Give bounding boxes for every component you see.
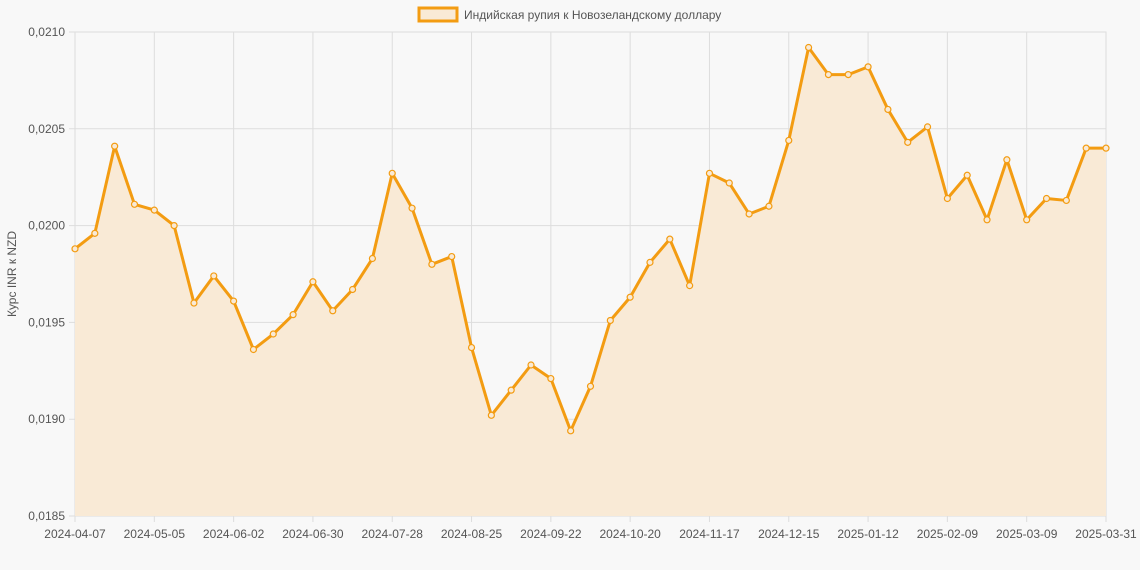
data-point [329, 307, 337, 315]
data-point [190, 299, 198, 307]
y-tick-label: 0,0210 [28, 25, 65, 39]
data-point [111, 142, 119, 150]
data-point [91, 229, 99, 237]
data-point [606, 316, 614, 325]
data-point [1042, 194, 1051, 203]
legend[interactable]: Индийская рупия к Новозеландскому доллар… [417, 6, 721, 23]
x-tick-label: 2024-08-25 [441, 527, 503, 541]
data-point [705, 169, 714, 177]
x-tick-label: 2025-02-09 [917, 527, 979, 541]
legend-swatch [417, 6, 459, 23]
data-point [408, 204, 416, 212]
data-point [170, 222, 178, 230]
data-point [824, 70, 833, 79]
x-tick-label: 2024-04-07 [44, 527, 106, 541]
y-tick-label: 0,0185 [28, 509, 65, 523]
y-tick-label: 0,0205 [28, 122, 65, 136]
y-tick-label: 0,0195 [28, 315, 65, 329]
data-point [249, 345, 258, 354]
y-tick-label: 0,0190 [28, 412, 65, 426]
x-tick-label: 2024-06-02 [203, 527, 265, 541]
y-axis-label: Курс INR к NZD [5, 231, 19, 317]
data-point [1023, 216, 1031, 224]
data-point [626, 293, 634, 301]
data-point [527, 361, 535, 369]
data-point [130, 200, 139, 208]
data-point [904, 138, 912, 146]
data-point [507, 386, 515, 394]
data-point [487, 411, 495, 419]
data-point [646, 258, 654, 266]
y-tick-label: 0,0200 [28, 219, 65, 233]
x-tick-label: 2024-09-22 [520, 527, 582, 541]
x-tick-label: 2024-11-17 [679, 527, 740, 541]
x-tick-label: 2024-12-15 [758, 527, 820, 541]
data-point [785, 136, 793, 145]
data-point [884, 105, 892, 114]
data-point [586, 382, 595, 390]
data-point [467, 343, 476, 352]
x-tick-label: 2025-03-09 [996, 527, 1058, 541]
x-tick-label: 2024-10-20 [599, 527, 661, 541]
data-point [725, 179, 733, 187]
x-tick-label: 2024-07-28 [362, 527, 424, 541]
data-point [388, 169, 396, 177]
data-point [210, 272, 218, 280]
data-point [269, 330, 277, 338]
data-point [230, 297, 238, 305]
data-point [765, 202, 773, 210]
data-point [844, 70, 852, 79]
data-point [150, 206, 158, 214]
data-point [309, 278, 317, 286]
data-point [289, 311, 297, 319]
data-point [368, 254, 377, 263]
data-point [686, 282, 694, 290]
data-point [448, 252, 456, 261]
data-point [1102, 144, 1110, 152]
data-point [428, 260, 436, 268]
data-point [1003, 156, 1011, 164]
data-point [71, 245, 79, 253]
data-point [745, 210, 753, 218]
data-point [804, 43, 813, 52]
data-point [666, 235, 674, 243]
data-point [983, 216, 991, 224]
x-tick-label: 2024-06-30 [282, 527, 344, 541]
legend-label: Индийская рупия к Новозеландскому доллар… [464, 8, 721, 22]
area-fill [75, 47, 1106, 516]
data-point [963, 171, 971, 179]
data-point [923, 123, 932, 131]
data-point [567, 427, 575, 435]
x-tick-label: 2025-01-12 [837, 527, 899, 541]
data-point [864, 63, 872, 71]
data-point [348, 285, 357, 294]
data-point [547, 374, 555, 383]
data-point [943, 194, 951, 203]
x-tick-label: 2024-05-05 [124, 527, 186, 541]
x-tick-label: 2025-03-31 [1075, 527, 1137, 541]
data-point [1062, 196, 1070, 205]
data-point [1082, 144, 1090, 152]
